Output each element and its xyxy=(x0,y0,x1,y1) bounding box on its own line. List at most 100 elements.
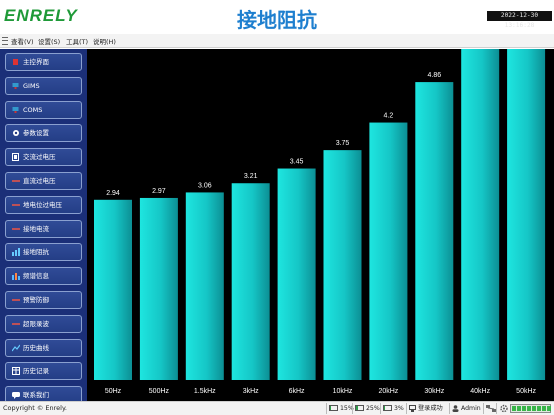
connection-icon xyxy=(486,404,496,412)
gear-icon xyxy=(500,404,508,412)
network-icon xyxy=(409,404,416,412)
signal-indicator xyxy=(510,404,551,413)
data-label-30kHz: 4.86 xyxy=(427,72,441,79)
header: ENRELY 接地阻抗 2022-12-30 13:16:28 xyxy=(0,0,554,33)
table-icon xyxy=(12,367,20,376)
cpu-usage-value: 15% xyxy=(340,405,354,412)
disk-usage: 3% xyxy=(380,403,404,414)
sidebar-item-4[interactable]: 参数设置 xyxy=(5,124,82,143)
waveform-icon xyxy=(12,320,20,328)
chart-canvas: 2.94 50Hz 2.97 500Hz 3.06 1.5kHz 3.21 3kHz 3.45 6… xyxy=(94,49,546,395)
sidebar-item-label: GIMS xyxy=(23,81,40,90)
gear-icon xyxy=(12,129,19,137)
bar-500Hz xyxy=(139,197,178,380)
cpu-usage: 15% xyxy=(326,403,354,414)
disk-usage-value: 3% xyxy=(394,405,404,412)
app-menu-icon[interactable] xyxy=(2,37,8,45)
bar-40kHz xyxy=(461,49,500,380)
data-label-500Hz: 2.97 xyxy=(152,188,166,195)
spectrum-icon xyxy=(12,272,20,281)
x-tick-label: 20kHz xyxy=(378,388,398,395)
sidebar-item-label: 主控界面 xyxy=(23,58,49,66)
data-label-3kHz: 3.21 xyxy=(244,173,258,180)
chip-icon xyxy=(12,153,19,162)
page-title: 接地阻抗 xyxy=(237,8,317,32)
bar-30kHz xyxy=(415,82,454,380)
sidebar-item-label: 频谱信息 xyxy=(23,272,49,281)
sidebar-item-label: 历史记录 xyxy=(23,367,49,376)
bar-6kHz xyxy=(277,168,316,380)
settings-status[interactable] xyxy=(496,403,509,414)
x-tick-label: 30kHz xyxy=(424,388,444,395)
menu-tools[interactable]: 工具(T) xyxy=(66,38,89,46)
cpu-usage-icon xyxy=(329,405,338,411)
sidebar-item-label: 联系我们 xyxy=(23,391,49,400)
menu-view[interactable]: 查看(V) xyxy=(11,38,34,46)
sidebar-item-8[interactable]: 接地电流 xyxy=(5,219,82,238)
data-label-10kHz: 3.75 xyxy=(336,140,350,147)
sidebar-item-2[interactable]: GIMS xyxy=(5,76,82,95)
sidebar-item-label: 历史曲线 xyxy=(23,343,49,352)
waveform-icon xyxy=(12,177,20,185)
menu-bar: 查看(V) 设置(S) 工具(T) 说明(H) xyxy=(0,34,554,48)
bar-1.5kHz xyxy=(185,192,224,380)
waveform-icon xyxy=(12,296,20,304)
x-tick-label: 500Hz xyxy=(149,388,170,395)
user-icon xyxy=(452,404,459,412)
copyright-text: Copyright © Enrely. xyxy=(3,404,67,412)
impedance-chart: 2.94 50Hz 2.97 500Hz 3.06 1.5kHz 3.21 3kHz 3.45 6… xyxy=(87,49,554,401)
data-label-50Hz: 2.94 xyxy=(106,190,120,197)
waveform-icon xyxy=(12,201,20,209)
sidebar-item-10[interactable]: 频谱信息 xyxy=(5,267,82,286)
x-tick-label: 40kHz xyxy=(470,388,490,395)
sidebar-item-label: 交流过电压 xyxy=(23,153,56,162)
bar-50kHz xyxy=(507,49,546,380)
connection-status xyxy=(483,403,497,414)
bar-20kHz xyxy=(369,122,408,381)
bar-chart-icon xyxy=(12,248,20,257)
x-tick-label: 6kHz xyxy=(289,388,305,395)
bar-50Hz xyxy=(94,199,132,380)
login-status-text: 登录成功 xyxy=(418,405,443,412)
sidebar-item-14[interactable]: 历史记录 xyxy=(5,362,82,381)
sidebar-item-7[interactable]: 地电位过电压 xyxy=(5,195,82,214)
sidebar-item-label: 接地电流 xyxy=(23,224,49,233)
bar-3kHz xyxy=(231,183,270,380)
sidebar-item-9[interactable]: 接地阻抗 xyxy=(5,243,82,262)
sidebar-item-6[interactable]: 直流过电压 xyxy=(5,172,82,190)
sidebar-item-12[interactable]: 超限录波 xyxy=(5,314,82,333)
line-chart-icon xyxy=(12,344,20,352)
x-tick-label: 3kHz xyxy=(243,388,259,395)
x-tick-label: 50Hz xyxy=(105,388,122,395)
sidebar-item-3[interactable]: COMS xyxy=(5,100,82,119)
monitor-icon xyxy=(12,82,19,90)
datetime-display: 2022-12-30 13:16:28 xyxy=(487,11,552,29)
menu-settings[interactable]: 设置(S) xyxy=(38,38,61,46)
sidebar: 主控界面 GIMS COMS 参数设置交流过电压直流过电压地电位过电压 接地电流接地阻抗… xyxy=(0,49,87,405)
memory-usage-value: 25% xyxy=(366,405,380,412)
bar-10kHz xyxy=(323,150,362,380)
sidebar-item-label: 地电位过电压 xyxy=(23,200,62,209)
sidebar-item-label: 接地阻抗 xyxy=(23,248,49,257)
data-label-6kHz: 3.45 xyxy=(290,159,304,166)
sidebar-item-label: 超限录波 xyxy=(23,319,49,328)
memory-usage: 25% xyxy=(352,403,380,414)
sidebar-item-1[interactable]: 主控界面 xyxy=(5,53,82,71)
x-tick-label: 10kHz xyxy=(333,388,353,395)
chat-icon xyxy=(12,391,20,400)
menu-help[interactable]: 说明(H) xyxy=(93,38,116,46)
monitor-icon xyxy=(12,106,19,114)
sidebar-item-label: 参数设置 xyxy=(23,129,49,138)
sidebar-item-5[interactable]: 交流过电压 xyxy=(5,148,82,167)
data-label-20kHz: 4.2 xyxy=(384,113,394,120)
user-info[interactable]: Admin xyxy=(449,403,481,414)
sidebar-item-label: 预警防御 xyxy=(23,296,49,304)
sidebar-item-13[interactable]: 历史曲线 xyxy=(5,338,82,357)
sidebar-item-11[interactable]: 预警防御 xyxy=(5,291,82,309)
x-tick-label: 1.5kHz xyxy=(194,388,216,395)
x-tick-label: 50kHz xyxy=(516,388,536,395)
sidebar-item-label: 直流过电压 xyxy=(23,177,56,185)
sidebar-item-label: COMS xyxy=(23,105,43,114)
logo-text: ENRELY xyxy=(4,6,78,25)
login-status: 登录成功 xyxy=(406,403,443,414)
